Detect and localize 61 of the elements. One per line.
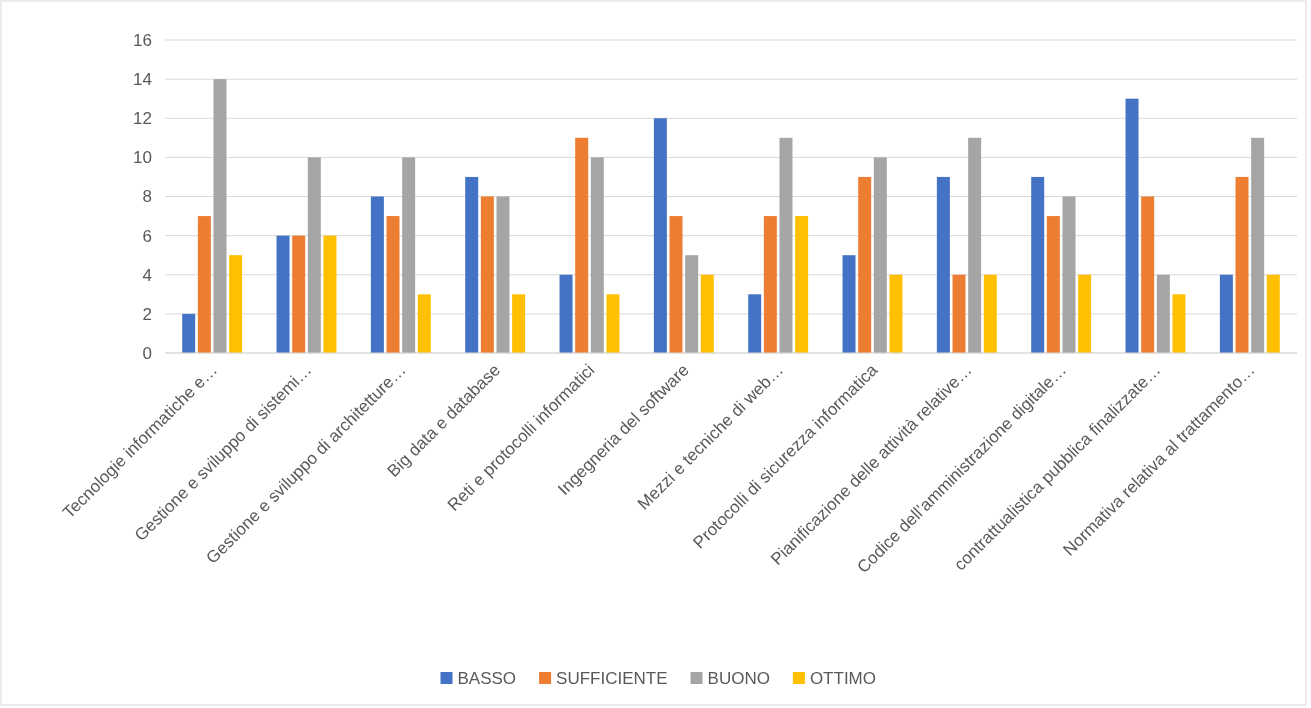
bar bbox=[1266, 274, 1280, 353]
bar bbox=[795, 216, 809, 353]
bar bbox=[1219, 274, 1233, 353]
bar bbox=[370, 196, 384, 353]
bar bbox=[1141, 196, 1155, 353]
bar bbox=[213, 79, 227, 353]
bar bbox=[1046, 216, 1060, 353]
bar bbox=[417, 294, 431, 353]
bar bbox=[323, 235, 337, 353]
legend-label: OTTIMO bbox=[809, 669, 876, 688]
y-tick-label: 2 bbox=[142, 304, 152, 324]
bar bbox=[763, 216, 777, 353]
bar bbox=[575, 137, 589, 353]
bar bbox=[1078, 274, 1092, 353]
bar bbox=[748, 294, 762, 353]
bar bbox=[1031, 176, 1045, 353]
bar bbox=[197, 216, 211, 353]
bar bbox=[1156, 274, 1170, 353]
y-tick-label: 14 bbox=[133, 70, 152, 90]
bar bbox=[952, 274, 966, 353]
bar bbox=[936, 176, 950, 353]
bar bbox=[292, 235, 306, 353]
bar bbox=[1251, 137, 1265, 353]
bar bbox=[842, 255, 856, 353]
bar bbox=[685, 255, 699, 353]
legend-label: SUFFICIENTE bbox=[556, 669, 668, 688]
bar bbox=[889, 274, 903, 353]
bar bbox=[779, 137, 793, 353]
y-tick-label: 8 bbox=[142, 187, 152, 207]
bar bbox=[669, 216, 683, 353]
legend-label: BASSO bbox=[457, 669, 517, 688]
y-tick-label: 4 bbox=[142, 265, 152, 285]
y-tick-label: 12 bbox=[133, 109, 152, 129]
y-tick-label: 16 bbox=[133, 30, 152, 50]
bar bbox=[590, 157, 604, 353]
y-tick-label: 0 bbox=[142, 343, 152, 363]
bar bbox=[1172, 294, 1186, 353]
y-tick-label: 6 bbox=[142, 226, 152, 246]
bar bbox=[307, 157, 321, 353]
bar bbox=[858, 176, 872, 353]
bar bbox=[700, 274, 714, 353]
bar bbox=[512, 294, 526, 353]
bar bbox=[480, 196, 494, 353]
bar bbox=[968, 137, 982, 353]
bar bbox=[559, 274, 573, 353]
bar bbox=[276, 235, 290, 353]
bar bbox=[873, 157, 887, 353]
y-tick-label: 10 bbox=[133, 148, 152, 168]
bar bbox=[606, 294, 620, 353]
bar bbox=[653, 118, 667, 353]
bar bbox=[1125, 98, 1139, 353]
legend-label: BUONO bbox=[707, 669, 770, 688]
bar bbox=[465, 176, 479, 353]
bar bbox=[182, 313, 196, 353]
bar bbox=[1062, 196, 1076, 353]
bar bbox=[496, 196, 510, 353]
bar bbox=[983, 274, 997, 353]
bar bbox=[229, 255, 243, 353]
bar bbox=[1235, 176, 1249, 353]
bar bbox=[386, 216, 400, 353]
bar bbox=[402, 157, 416, 353]
